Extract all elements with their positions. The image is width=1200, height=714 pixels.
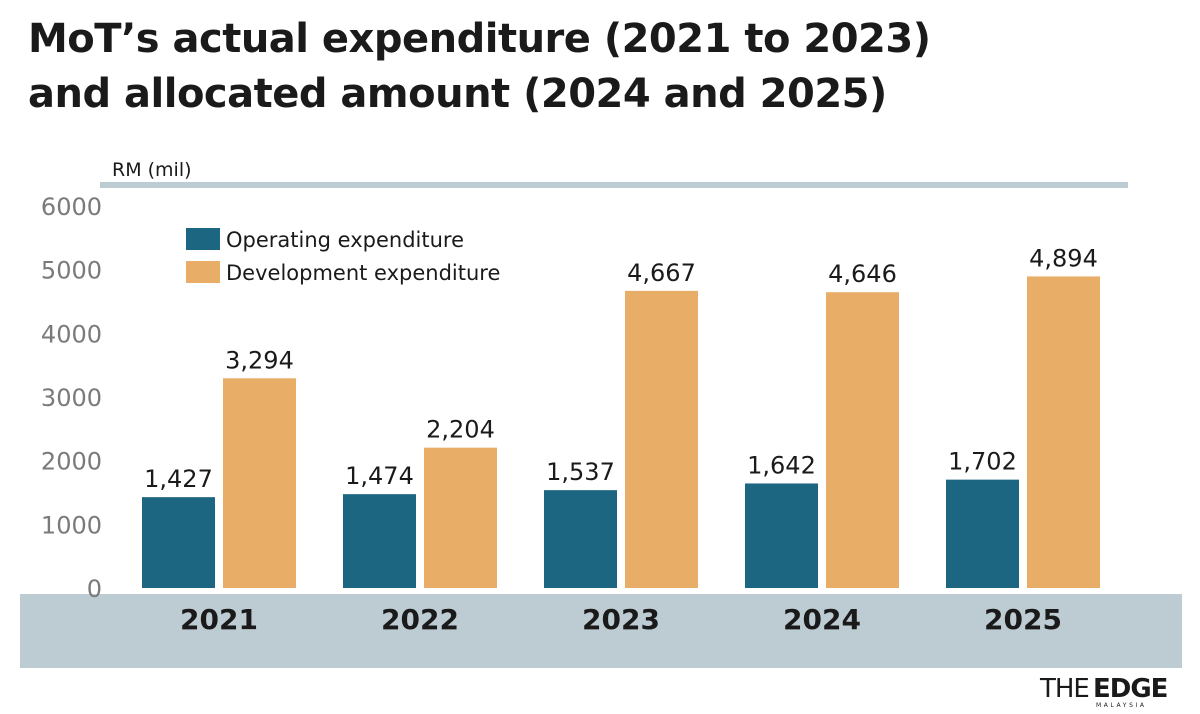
brand-sub: MALAYSIA bbox=[1096, 702, 1147, 709]
bar-operating-2025 bbox=[946, 479, 1019, 588]
bar-development-2021 bbox=[223, 378, 296, 588]
legend-swatch-operating bbox=[186, 228, 220, 250]
data-label-operating-2023: 1,537 bbox=[546, 458, 615, 486]
data-label-development-2024: 4,646 bbox=[828, 260, 897, 288]
legend: Operating expenditure Development expend… bbox=[186, 228, 500, 285]
y-tick-label-6000: 6000 bbox=[41, 193, 102, 221]
category-axis-band bbox=[20, 594, 1182, 668]
legend-swatch-development bbox=[186, 261, 220, 283]
brand-the: THE bbox=[1039, 674, 1089, 704]
legend-label-operating: Operating expenditure bbox=[226, 228, 464, 252]
data-label-operating-2021: 1,427 bbox=[144, 465, 213, 493]
chart-title-line-1: MoT’s actual expenditure (2021 to 2023) bbox=[28, 16, 931, 62]
category-labels-group: 2021 2022 2023 2024 2025 bbox=[180, 603, 1062, 636]
data-label-operating-2025: 1,702 bbox=[948, 448, 1017, 476]
bar-development-2024 bbox=[826, 292, 899, 588]
category-label-2023: 2023 bbox=[582, 603, 660, 636]
category-label-2024: 2024 bbox=[783, 603, 861, 636]
y-unit-label: RM (mil) bbox=[112, 159, 192, 181]
bar-operating-2023 bbox=[544, 490, 617, 588]
data-labels-group: 1,427 3,294 1,474 2,204 1,537 4,667 1,642 4,646… bbox=[144, 244, 1098, 493]
data-label-operating-2022: 1,474 bbox=[345, 462, 414, 490]
y-tick-label-1000: 1000 bbox=[41, 511, 102, 539]
chart-title-line-2: and allocated amount (2024 and 2025) bbox=[28, 71, 887, 117]
y-tick-label-5000: 5000 bbox=[41, 257, 102, 285]
bar-development-2025 bbox=[1027, 276, 1100, 588]
data-label-development-2022: 2,204 bbox=[426, 416, 495, 444]
top-rule bbox=[100, 182, 1128, 188]
category-label-2021: 2021 bbox=[180, 603, 258, 636]
brand-logo: THE EDGE MALAYSIA bbox=[1039, 674, 1168, 709]
y-tick-label-4000: 4000 bbox=[41, 320, 102, 348]
y-axis-ticks: 0 1000 2000 3000 4000 5000 6000 bbox=[41, 193, 102, 603]
category-label-2025: 2025 bbox=[984, 603, 1062, 636]
data-label-operating-2024: 1,642 bbox=[747, 451, 816, 479]
brand-edge: EDGE bbox=[1093, 674, 1167, 704]
legend-label-development: Development expenditure bbox=[226, 261, 500, 285]
category-label-2022: 2022 bbox=[381, 603, 459, 636]
data-label-development-2021: 3,294 bbox=[225, 346, 294, 374]
data-label-development-2025: 4,894 bbox=[1029, 244, 1098, 272]
bar-operating-2024 bbox=[745, 483, 818, 588]
y-tick-label-3000: 3000 bbox=[41, 384, 102, 412]
bar-operating-2022 bbox=[343, 494, 416, 588]
bar-operating-2021 bbox=[142, 497, 215, 588]
bars-group bbox=[142, 276, 1100, 588]
bar-development-2022 bbox=[424, 447, 497, 588]
y-tick-label-0: 0 bbox=[87, 575, 102, 603]
data-label-development-2023: 4,667 bbox=[627, 259, 696, 287]
bar-development-2023 bbox=[625, 290, 698, 588]
y-tick-label-2000: 2000 bbox=[41, 448, 102, 476]
